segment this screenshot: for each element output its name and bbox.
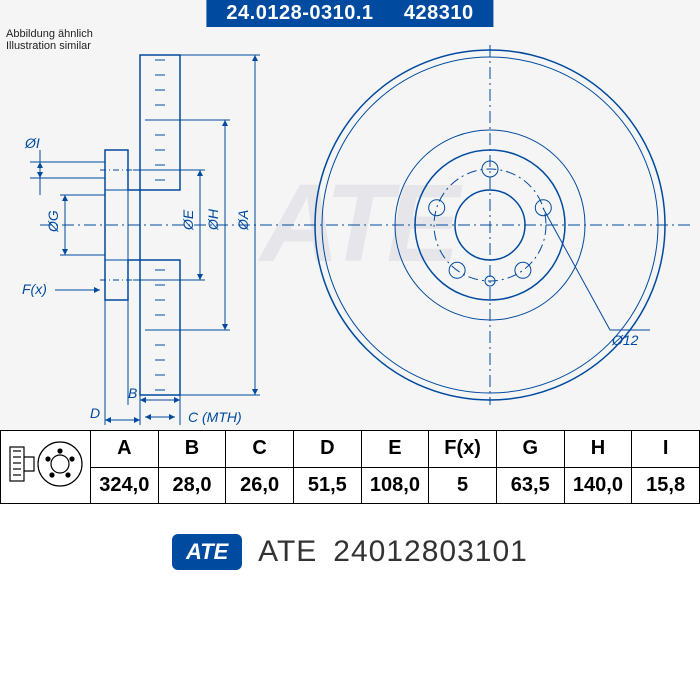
ate-logo-text: ATE (186, 539, 228, 565)
technical-drawing: 24.0128-0310.1 428310 Abbildung ähnlich … (0, 0, 700, 430)
val-G: 63,5 (496, 467, 564, 504)
dim-C: C (MTH) (188, 409, 242, 425)
dim-D: D (90, 405, 100, 421)
col-G: G (496, 431, 564, 468)
product-card: 24.0128-0310.1 428310 Abbildung ähnlich … (0, 0, 700, 580)
footer-brand: ATE (258, 535, 317, 569)
ate-logo: ATE (172, 534, 242, 570)
side-view: ØA ØH ØE ØG ØI (22, 55, 260, 425)
val-F: 5 (429, 467, 497, 504)
col-B: B (158, 431, 226, 468)
dim-E: ØE (180, 209, 196, 231)
val-A: 324,0 (91, 467, 159, 504)
val-B: 28,0 (158, 467, 226, 504)
col-C: C (226, 431, 294, 468)
footer-code: 24012803101 (333, 535, 528, 569)
val-C: 26,0 (226, 467, 294, 504)
col-F: F(x) (429, 431, 497, 468)
spec-table: A B C D E F(x) G H I 324,0 28,0 26,0 51,… (0, 430, 700, 504)
dim-H: ØH (205, 208, 221, 231)
table-value-row: 324,0 28,0 26,0 51,5 108,0 5 63,5 140,0 … (1, 467, 700, 504)
dim-A: ØA (235, 210, 251, 231)
col-H: H (564, 431, 632, 468)
col-E: E (361, 431, 429, 468)
val-D: 51,5 (293, 467, 361, 504)
dim-G: ØG (45, 210, 61, 233)
val-I: 15,8 (632, 467, 700, 504)
val-E: 108,0 (361, 467, 429, 504)
dim-F: F(x) (22, 281, 47, 297)
bolt-dia: Ø12 (611, 332, 639, 348)
disc-icon-cell (1, 431, 91, 504)
val-H: 140,0 (564, 467, 632, 504)
dim-B: B (128, 385, 137, 401)
col-A: A (91, 431, 159, 468)
dim-I: ØI (24, 135, 40, 151)
drawing-svg: ØA ØH ØE ØG ØI (0, 0, 700, 430)
col-D: D (293, 431, 361, 468)
footer: ATE ATE 24012803101 (0, 504, 700, 580)
col-I: I (632, 431, 700, 468)
table-header-row: A B C D E F(x) G H I (1, 431, 700, 468)
